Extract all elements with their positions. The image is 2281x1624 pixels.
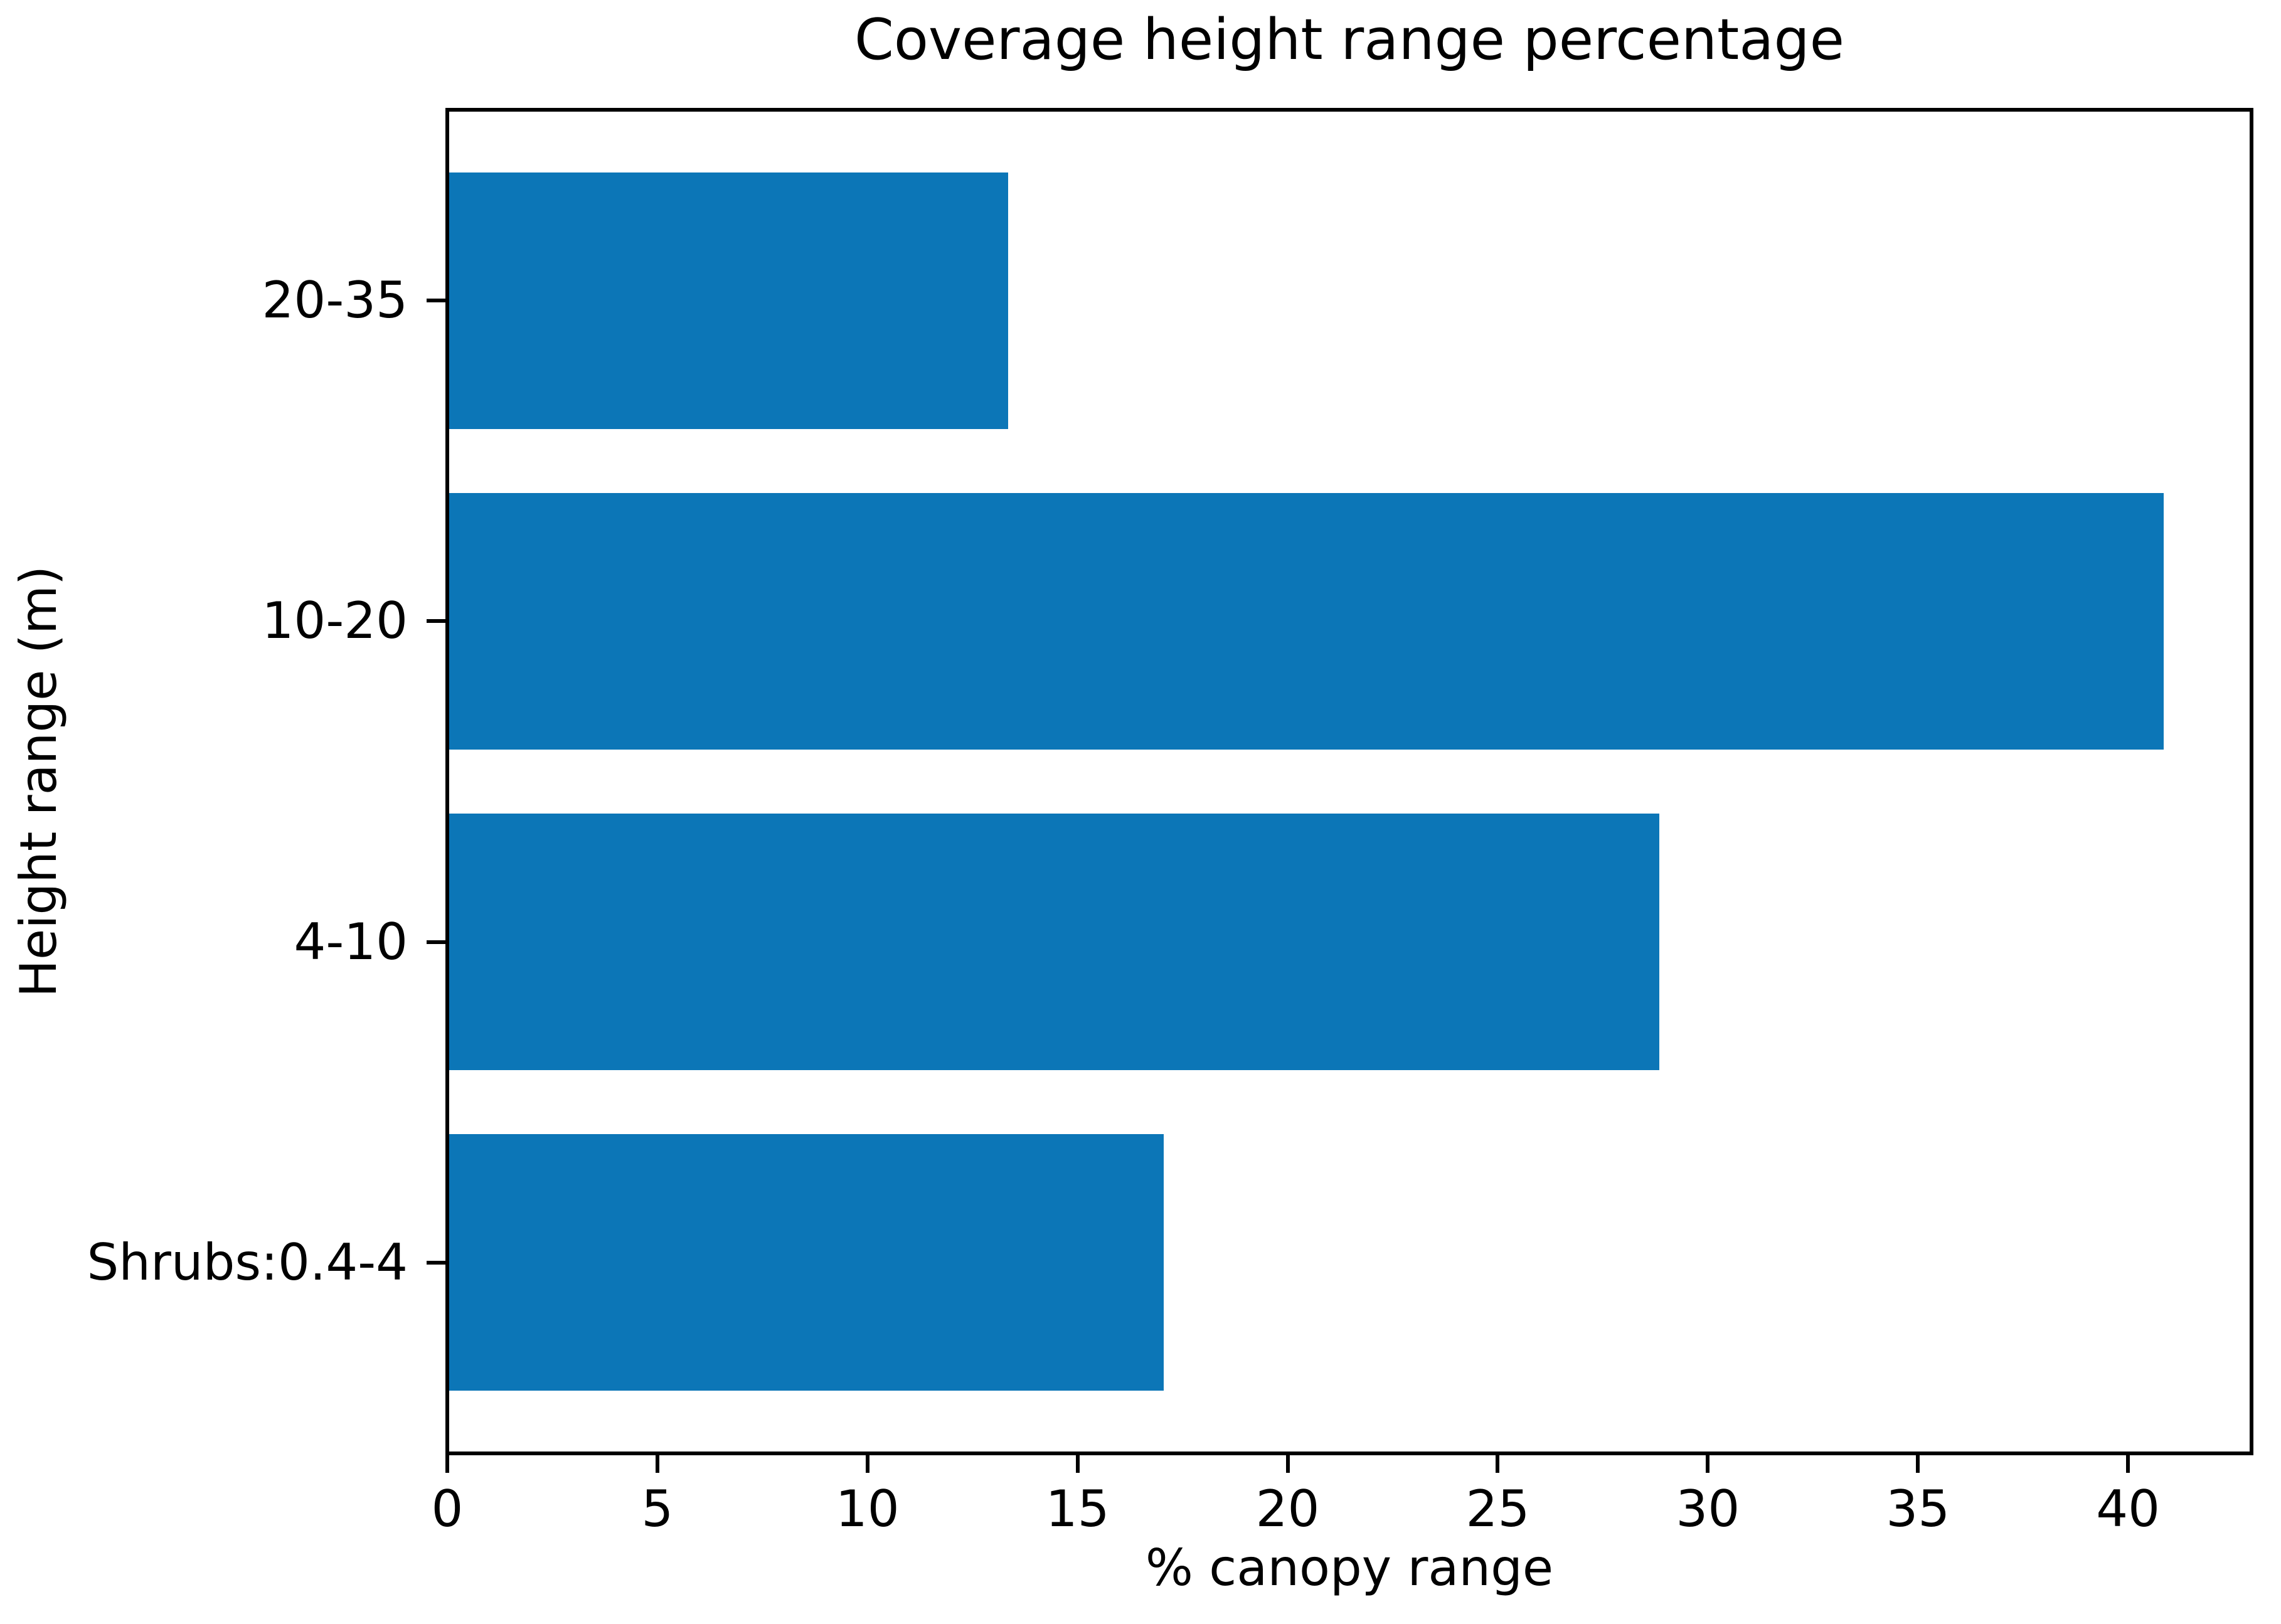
x-tick-label: 10 [835,1480,900,1538]
bar-10-20 [449,493,2164,750]
y-tick-mark [427,619,445,624]
x-tick-label: 20 [1255,1480,1320,1538]
x-tick-mark [445,1455,449,1473]
x-tick-mark [2126,1455,2130,1473]
x-tick-mark [655,1455,659,1473]
y-tick-mark [427,1260,445,1265]
x-tick-label: 25 [1465,1480,1530,1538]
plot-area [445,108,2253,1455]
x-tick-mark [1706,1455,1710,1473]
y-tick-label: Shrubs:0.4-4 [87,1233,408,1292]
x-tick-label: 0 [431,1480,464,1538]
chart-title: Coverage height range percentage [854,7,1844,73]
x-tick-label: 40 [2096,1480,2161,1538]
y-tick-label: 10-20 [262,592,408,650]
x-tick-mark [865,1455,869,1473]
x-axis-label: % canopy range [1145,1539,1554,1597]
y-tick-mark [427,940,445,944]
x-tick-mark [1075,1455,1080,1473]
y-tick-label: 20-35 [262,271,408,330]
y-axis-label: Height range (m) [9,565,68,998]
y-tick-mark [427,299,445,303]
x-tick-mark [1496,1455,1500,1473]
bar-20-35 [449,172,1008,429]
x-tick-mark [1285,1455,1290,1473]
y-tick-label: 4-10 [294,912,408,971]
x-tick-label: 5 [641,1480,674,1538]
x-tick-mark [1916,1455,1920,1473]
x-tick-label: 35 [1886,1480,1950,1538]
x-tick-label: 30 [1676,1480,1740,1538]
bar-Shrubs:0.4-4 [449,1134,1164,1391]
bar-4-10 [449,814,1659,1070]
x-tick-label: 15 [1045,1480,1110,1538]
